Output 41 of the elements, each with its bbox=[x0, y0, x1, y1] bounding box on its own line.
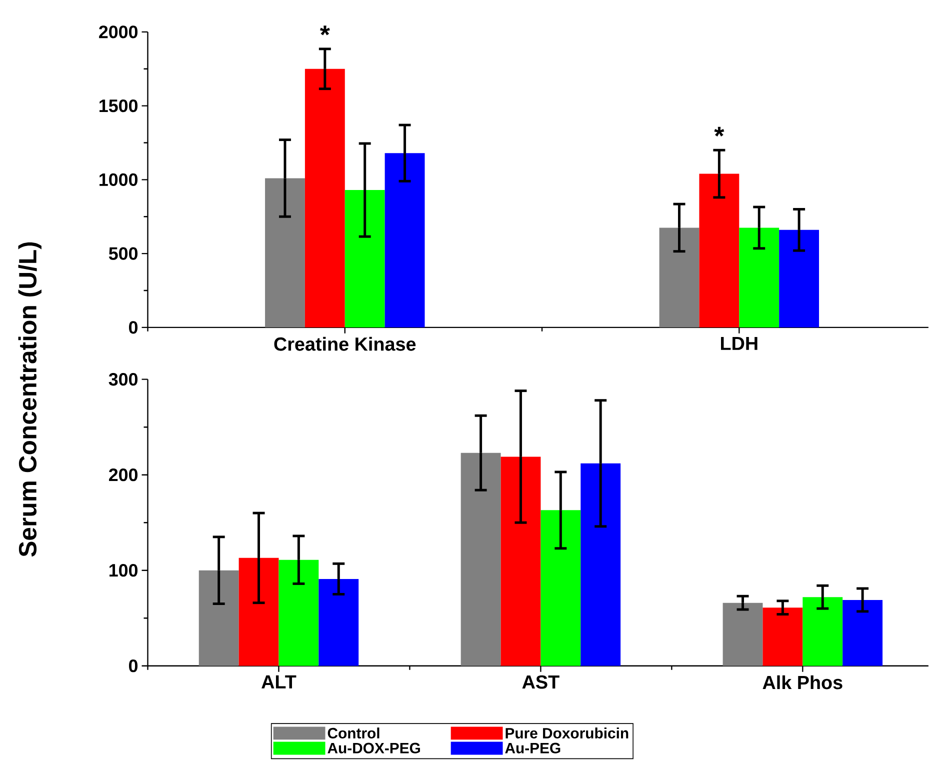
y-tick-label: 1500 bbox=[100, 100, 138, 112]
bar bbox=[739, 228, 780, 328]
bar bbox=[304, 69, 345, 328]
bar bbox=[265, 178, 305, 328]
y-axis-title: Serum Concentration (U/L) bbox=[18, 242, 42, 557]
y-tick-label: 2000 bbox=[99, 26, 138, 38]
legend-label: Au-DOX-PEG bbox=[328, 742, 420, 754]
x-tick-label: AST bbox=[522, 676, 560, 689]
y-tick-label: 100 bbox=[110, 564, 138, 577]
x-tick-label: Creatine Kinase bbox=[274, 337, 416, 351]
bar bbox=[580, 464, 621, 666]
y-tick-label: 300 bbox=[108, 373, 138, 386]
bar bbox=[802, 597, 843, 666]
bar bbox=[500, 456, 541, 666]
bar bbox=[842, 600, 883, 666]
bar bbox=[278, 560, 319, 666]
bar bbox=[318, 579, 359, 666]
bar bbox=[722, 602, 763, 666]
legend-label: Control bbox=[328, 728, 380, 739]
y-tick-label: 1000 bbox=[100, 174, 138, 186]
legend-label: Au-PEG bbox=[505, 742, 560, 754]
annotation: * bbox=[714, 127, 724, 137]
y-tick-label: 0 bbox=[128, 660, 138, 672]
bar bbox=[238, 558, 279, 666]
bar bbox=[384, 153, 425, 328]
bar bbox=[344, 190, 385, 328]
y-tick-label: 200 bbox=[109, 468, 138, 482]
y-tick-label: 0 bbox=[128, 321, 138, 334]
bar bbox=[762, 608, 803, 666]
x-tick-label: Alk Phos bbox=[762, 676, 842, 690]
y-tick-label: 500 bbox=[108, 247, 138, 260]
bar bbox=[779, 230, 820, 328]
bar bbox=[659, 228, 700, 328]
legend-label: Pure Doxorubicin bbox=[506, 728, 628, 739]
bar bbox=[198, 570, 239, 666]
bar bbox=[540, 510, 581, 666]
annotation: * bbox=[320, 26, 330, 36]
bar bbox=[460, 453, 501, 666]
x-tick-label: LDH bbox=[721, 337, 758, 350]
x-tick-label: ALT bbox=[262, 676, 296, 689]
bar bbox=[699, 174, 740, 328]
